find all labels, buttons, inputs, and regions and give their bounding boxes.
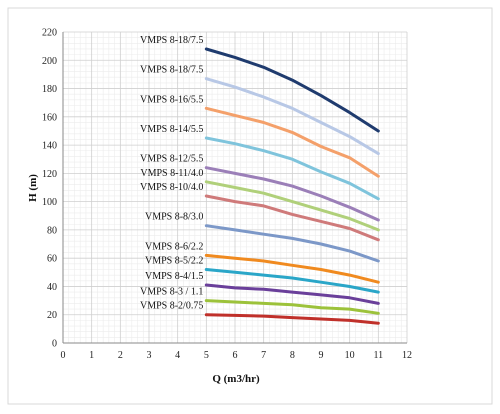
y-tick-label: 140 <box>42 141 57 152</box>
chart-border <box>7 7 493 405</box>
y-tick-label: 40 <box>47 282 57 293</box>
series-line-9 <box>204 268 380 294</box>
series-line-11 <box>204 299 380 315</box>
x-tick-label: 1 <box>89 350 94 361</box>
tick-labels: 0 1 2 3 4 5 6 7 8 9 10 11 12020406080100120140160180… <box>42 28 412 362</box>
series-line-0 <box>204 47 380 133</box>
series-label-0: VMPS 8-18/7.5 <box>140 35 203 46</box>
series-line-7 <box>204 224 380 263</box>
x-tick-label: 2 <box>118 350 123 361</box>
y-tick-label: 0 <box>52 339 57 350</box>
series-label-2: VMPS 8-16/5.5 <box>140 94 203 105</box>
series-line-8 <box>204 253 380 284</box>
x-tick-label: 7 <box>261 350 266 361</box>
axes <box>62 32 407 344</box>
series-label-3: VMPS 8-14/5.5 <box>140 124 203 135</box>
y-tick-label: 120 <box>42 169 57 180</box>
series-label-8: VMPS 8-6/2.2 <box>145 241 203 252</box>
series-label-4: VMPS 8-12/5.5 <box>140 154 203 165</box>
series-line-12 <box>204 313 380 325</box>
series-label-6: VMPS 8-10/4.0 <box>140 182 203 193</box>
y-axis-title: H (m) <box>27 174 39 202</box>
series-line-2 <box>204 106 380 178</box>
x-tick-label: 11 <box>374 350 384 361</box>
series-line-10 <box>204 283 380 305</box>
y-tick-label: 80 <box>47 225 57 236</box>
series-line-5 <box>204 180 380 232</box>
y-tick-label: 60 <box>47 254 57 265</box>
y-tick-label: 100 <box>42 197 57 208</box>
series-label-12: VMPS 8-2/0.75 <box>140 301 203 312</box>
x-tick-label: 4 <box>175 350 180 361</box>
x-tick-label: 5 <box>204 350 209 361</box>
series-label-9: VMPS 8-5/2.2 <box>145 255 203 266</box>
x-tick-label: 6 <box>233 350 238 361</box>
series-line-6 <box>204 194 380 242</box>
series-line-1 <box>204 77 380 156</box>
y-tick-label: 20 <box>47 310 57 321</box>
y-tick-label: 160 <box>42 112 57 123</box>
x-tick-label: 10 <box>345 350 355 361</box>
y-tick-label: 200 <box>42 56 57 67</box>
series-label-5: VMPS 8-11/4.0 <box>140 168 203 179</box>
series-label-11: VMPS 8-3 / 1.1 <box>140 287 203 298</box>
x-tick-label: 8 <box>290 350 295 361</box>
x-tick-label: 9 <box>319 350 324 361</box>
series-label-10: VMPS 8-4/1.5 <box>145 271 203 282</box>
x-tick-label: 0 <box>61 350 66 361</box>
series-lines <box>204 47 380 325</box>
series-label-1: VMPS 8-18/7.5 <box>140 65 203 76</box>
x-tick-label: 12 <box>402 350 412 361</box>
series-labels: VMPS 8-18/7.5 VMPS 8-18/7.5 VMPS 8-16/5.5 V… <box>140 35 203 312</box>
x-tick-label: 3 <box>147 350 152 361</box>
series-label-7: VMPS 8-8/3.0 <box>145 212 203 223</box>
series-line-3 <box>204 136 380 201</box>
y-tick-label: 180 <box>42 84 57 95</box>
series-line-4 <box>204 166 380 222</box>
y-tick-label: 220 <box>42 28 57 39</box>
x-axis-title: Q (m3/hr) <box>212 373 260 385</box>
